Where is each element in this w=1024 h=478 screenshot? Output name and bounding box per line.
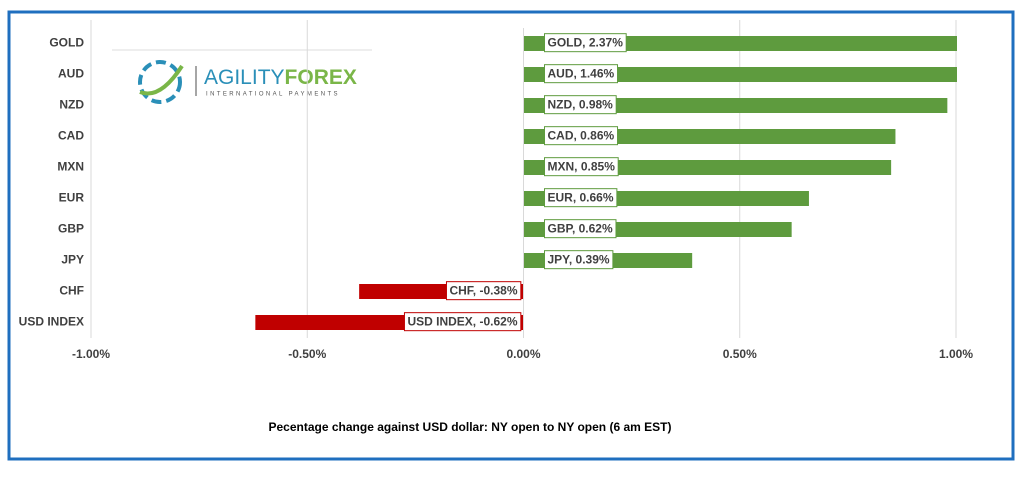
data-label-box (544, 250, 614, 270)
data-label: GBP, 0.62% (548, 222, 613, 236)
y-tick-label: AUD (58, 67, 84, 81)
data-label: NZD, 0.98% (548, 98, 614, 112)
logo-tagline: INTERNATIONAL PAYMENTS (206, 92, 340, 98)
data-label: CAD, 0.86% (548, 129, 615, 143)
data-label-box (403, 312, 522, 332)
data-label-box (445, 281, 522, 301)
data-label: EUR, 0.66% (548, 191, 614, 205)
y-tick-label: NZD (59, 98, 84, 112)
data-label-box (544, 33, 627, 53)
y-tick-label: MXN (57, 160, 84, 174)
data-label: USD INDEX, -0.62% (407, 315, 517, 329)
y-tick-label: USD INDEX (19, 315, 84, 329)
logo: AGILITYFOREX INTERNATIONAL PAYMENTS (112, 49, 372, 104)
x-tick-label: -1.00% (72, 347, 110, 361)
x-tick-label: 0.50% (723, 347, 757, 361)
data-label: MXN, 0.85% (548, 160, 616, 174)
x-tick-label: 1.00% (939, 347, 973, 361)
data-label: AUD, 1.46% (548, 67, 615, 81)
data-label-box (544, 188, 618, 208)
frame (7, 10, 1015, 461)
bar (523, 36, 957, 51)
logo-name-1: AGILITYFOREX (204, 66, 357, 89)
data-label: GOLD, 2.37% (548, 36, 624, 50)
data-label: CHF, -0.38% (449, 284, 517, 298)
y-tick-label: GBP (58, 222, 84, 236)
x-tick-label: -0.50% (288, 347, 326, 361)
data-label-box (544, 126, 619, 146)
bar (523, 98, 948, 113)
data-label: JPY, 0.39% (548, 253, 610, 267)
x-tick-label: 0.00% (506, 347, 540, 361)
y-tick-label: EUR (59, 191, 85, 205)
x-axis-title: Pecentage change against USD dollar: NY … (269, 420, 672, 434)
bar (523, 67, 957, 82)
y-tick-label: JPY (61, 253, 84, 267)
y-tick-label: GOLD (49, 36, 84, 50)
data-label-box (544, 95, 617, 115)
data-label-box (544, 64, 619, 84)
data-label-box (544, 157, 619, 177)
y-tick-label: CAD (58, 129, 84, 143)
data-label-box (544, 219, 617, 239)
y-tick-label: CHF (59, 284, 84, 298)
